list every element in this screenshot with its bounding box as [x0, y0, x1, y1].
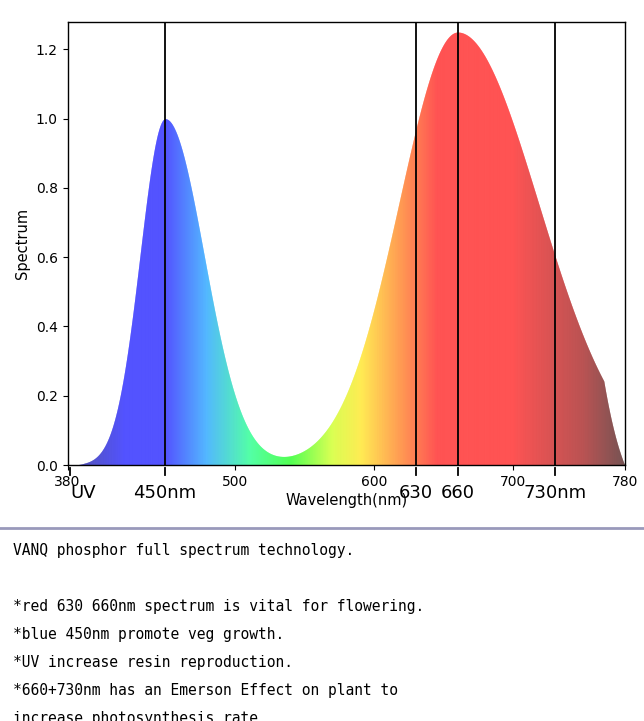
Text: 630: 630 [399, 484, 433, 502]
X-axis label: Wavelength(nm): Wavelength(nm) [285, 493, 407, 508]
Text: 730nm: 730nm [524, 484, 587, 502]
Text: *660+730nm has an Emerson Effect on plant to: *660+730nm has an Emerson Effect on plan… [13, 684, 398, 698]
Y-axis label: Spectrum: Spectrum [15, 208, 30, 279]
Text: *blue 450nm promote veg growth.: *blue 450nm promote veg growth. [13, 627, 284, 642]
Text: *red 630 660nm spectrum is vital for flowering.: *red 630 660nm spectrum is vital for flo… [13, 599, 424, 614]
Text: UV: UV [70, 484, 96, 502]
Text: VANQ phosphor full spectrum technology.: VANQ phosphor full spectrum technology. [13, 544, 354, 559]
Text: 660: 660 [440, 484, 475, 502]
Text: increase photosynthesis rate: increase photosynthesis rate [13, 711, 258, 721]
Text: 450nm: 450nm [133, 484, 196, 502]
Text: *UV increase resin reproduction.: *UV increase resin reproduction. [13, 655, 293, 671]
